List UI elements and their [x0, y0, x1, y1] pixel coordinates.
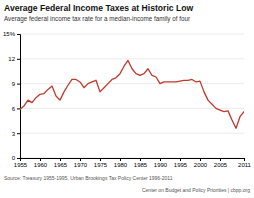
- x-tick-label: 1960: [34, 162, 48, 168]
- x-tick: 1980: [114, 158, 128, 168]
- x-tick-label: 1970: [74, 162, 88, 168]
- x-tick-mark: [80, 158, 81, 161]
- grid-line: [20, 133, 244, 134]
- x-tick-label: 2011: [238, 162, 252, 168]
- grid-line: [20, 108, 244, 109]
- x-tick: 1970: [74, 158, 88, 168]
- x-tick-mark: [180, 158, 181, 161]
- x-tick-label: 1980: [114, 162, 128, 168]
- x-axis: 1955 1960 1965 1970 1975 1980 1985 1990 1995 2000…: [14, 158, 252, 168]
- y-tick-mark: [17, 158, 20, 159]
- x-tick: 1965: [54, 158, 68, 168]
- marks: [20, 60, 244, 128]
- annotation: Source: Treasury 1955-1995, Urban Brooki…: [4, 175, 173, 181]
- x-tick-label: 1995: [174, 162, 188, 168]
- y-tick: 0: [12, 155, 20, 161]
- line: [20, 60, 244, 128]
- x-tick-label: 2000: [194, 162, 208, 168]
- x-tick: 1975: [94, 158, 108, 168]
- x-tick-label: 1985: [134, 162, 148, 168]
- x-tick: 1955: [14, 158, 28, 168]
- annotation: Center on Budget and Policy Priorities |…: [142, 187, 250, 193]
- y-tick: 6: [12, 106, 20, 112]
- x-tick-label: 2005: [214, 162, 228, 168]
- y-axis: 0 3 6 9 12 15%: [3, 31, 21, 161]
- y-tick-mark: [17, 84, 20, 85]
- x-tick: 1960: [34, 158, 48, 168]
- y-tick-label: 12: [8, 56, 15, 62]
- x-tick: 1990: [154, 158, 168, 168]
- x-tick: 1985: [134, 158, 148, 168]
- y-axis-line: [17, 35, 21, 159]
- x-tick-mark: [20, 158, 21, 161]
- x-tick-mark: [200, 158, 201, 161]
- x-tick-label: 1975: [94, 162, 108, 168]
- grid-line: [20, 34, 244, 35]
- y-tick-mark: [17, 108, 20, 109]
- y-tick: 12: [8, 56, 20, 62]
- x-tick-mark: [60, 158, 61, 161]
- x-tick-mark: [220, 158, 221, 161]
- x-tick: 2011: [238, 158, 252, 168]
- grid-line: [20, 83, 244, 84]
- y-tick-label: 3: [12, 131, 16, 137]
- x-tick-mark: [100, 158, 101, 161]
- y-tick-label: 0: [12, 155, 16, 161]
- x-tick: 2000: [194, 158, 208, 168]
- x-tick-mark: [140, 158, 141, 161]
- x-tick-label: 1955: [14, 162, 28, 168]
- y-tick-mark: [17, 133, 20, 134]
- x-tick-mark: [244, 158, 245, 161]
- x-tick-mark: [40, 158, 41, 161]
- x-axis-line: [21, 159, 245, 162]
- x-tick-label: 1990: [154, 162, 168, 168]
- x-tick: 2005: [214, 158, 228, 168]
- plot-area: 0 3 6 9 12 15% 1955 1960 1965 1970 1975 1980 1985 199…: [3, 31, 252, 168]
- y-tick: 15%: [3, 31, 20, 37]
- y-tick: 9: [12, 81, 20, 87]
- x-tick-label: 1965: [54, 162, 68, 168]
- x-tick-mark: [120, 158, 121, 161]
- title: Average Federal Income Taxes at Historic…: [4, 3, 193, 13]
- y-tick-mark: [17, 34, 20, 35]
- y-tick-label: 6: [12, 106, 16, 112]
- subtitle: Average federal income tax rate for a me…: [4, 15, 190, 23]
- y-tick-label: 9: [12, 81, 16, 87]
- chart: Average Federal Income Taxes at Historic…: [0, 0, 254, 198]
- y-tick-label: 15%: [3, 31, 16, 37]
- grid-line: [20, 58, 244, 59]
- y-tick: 3: [12, 131, 20, 137]
- x-tick-mark: [160, 158, 161, 161]
- grid: [20, 34, 244, 158]
- y-tick-mark: [17, 59, 20, 60]
- x-tick: 1995: [174, 158, 188, 168]
